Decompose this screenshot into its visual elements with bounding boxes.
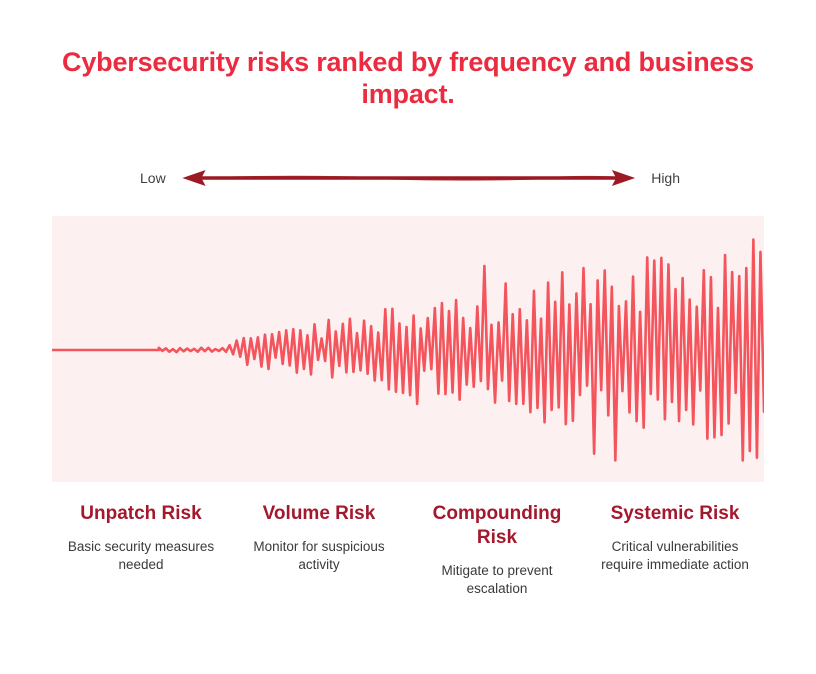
page-title-text: Cybersecurity risks ranked by frequency … xyxy=(62,47,754,109)
risk-scale: Low High xyxy=(140,163,680,193)
risk-waveform-panel xyxy=(52,216,764,482)
double-headed-arrow-icon xyxy=(182,170,635,186)
waveform-line xyxy=(52,238,764,462)
risk-category-title: Unpatch Risk xyxy=(80,503,202,524)
scale-low-label: Low xyxy=(140,170,166,186)
risk-category-description: Mitigate to prevent escalation xyxy=(441,563,553,596)
risk-category-title: Systemic Risk xyxy=(610,503,740,524)
scale-high-label: High xyxy=(651,170,680,186)
risk-category-description: Critical vulnerabilities require immedia… xyxy=(601,539,749,572)
risk-category-compounding[interactable]: Compounding Risk Mitigate to prevent esc… xyxy=(408,502,586,598)
risk-category-list: Unpatch Risk Basic security measures nee… xyxy=(52,502,764,598)
risk-category-description: Basic security measures needed xyxy=(67,539,215,572)
risk-category-systemic[interactable]: Systemic Risk Critical vulnerabilities r… xyxy=(586,502,764,574)
risk-category-volume[interactable]: Volume Risk Monitor for suspicious activ… xyxy=(230,502,408,574)
risk-category-title: Volume Risk xyxy=(262,503,376,524)
risk-waveform-chart xyxy=(52,238,764,462)
risk-category-unpatch[interactable]: Unpatch Risk Basic security measures nee… xyxy=(52,502,230,574)
risk-category-title: Compounding Risk xyxy=(432,503,562,548)
risk-category-description: Monitor for suspicious activity xyxy=(253,539,385,572)
page-title: Cybersecurity risks ranked by frequency … xyxy=(48,46,768,110)
